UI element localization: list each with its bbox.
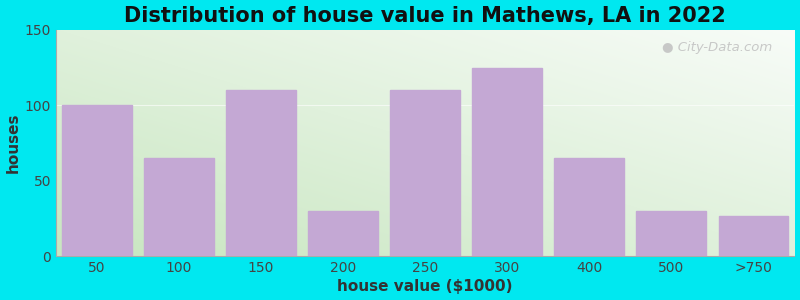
Bar	[226, 90, 296, 256]
Y-axis label: houses: houses	[6, 113, 21, 173]
Bar	[472, 68, 542, 256]
Title: Distribution of house value in Mathews, LA in 2022: Distribution of house value in Mathews, …	[124, 6, 726, 26]
Bar	[308, 211, 378, 256]
X-axis label: house value ($1000): house value ($1000)	[338, 279, 513, 294]
Text: ● City-Data.com: ● City-Data.com	[662, 41, 772, 54]
Bar	[637, 211, 706, 256]
Bar	[62, 105, 132, 256]
Bar	[554, 158, 624, 256]
Bar	[144, 158, 214, 256]
Bar	[718, 216, 788, 256]
Bar	[390, 90, 460, 256]
